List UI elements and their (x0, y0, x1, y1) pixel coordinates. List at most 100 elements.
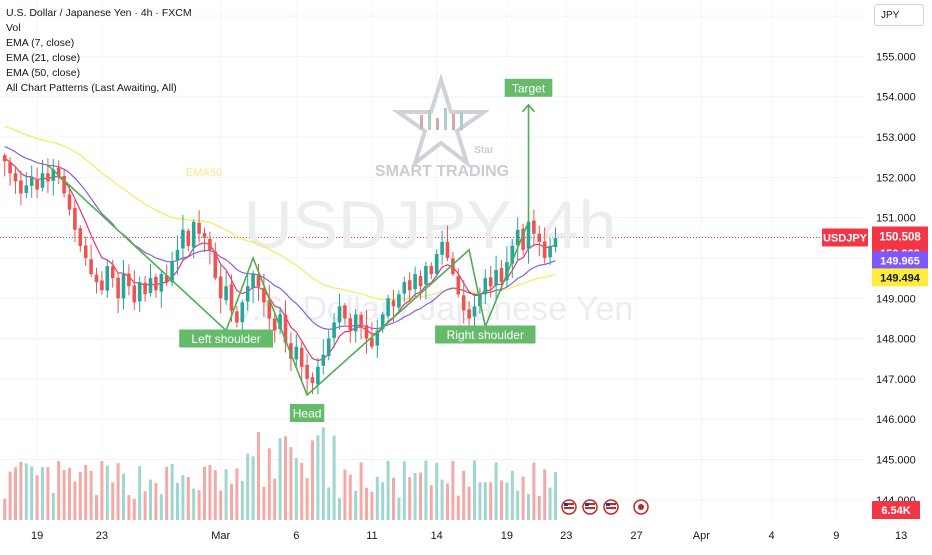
candle[interactable] (143, 276, 147, 302)
candle[interactable] (186, 228, 191, 252)
candle[interactable] (397, 290, 401, 313)
candle[interactable] (137, 276, 142, 312)
currency-selector[interactable]: JPY (874, 4, 924, 26)
candle[interactable] (483, 269, 488, 305)
candle[interactable] (370, 322, 374, 350)
candle[interactable] (213, 242, 218, 281)
candle[interactable] (235, 306, 239, 328)
us-flag-icon[interactable] (582, 499, 598, 515)
candle[interactable] (521, 223, 525, 256)
candle[interactable] (542, 227, 547, 264)
candle[interactable] (197, 210, 201, 243)
candle[interactable] (515, 217, 520, 261)
candle[interactable] (413, 266, 417, 298)
candle[interactable] (472, 293, 477, 328)
candle[interactable] (532, 209, 536, 246)
candle[interactable] (505, 246, 509, 288)
candle[interactable] (35, 167, 39, 199)
candle[interactable] (224, 271, 228, 305)
candle[interactable] (445, 225, 450, 262)
candle[interactable] (13, 166, 18, 195)
candle[interactable] (240, 299, 245, 336)
candle[interactable] (105, 260, 110, 298)
candle[interactable] (175, 235, 180, 275)
us-flag-icon[interactable] (603, 499, 619, 515)
pattern-label[interactable]: Head (289, 404, 325, 423)
ema21-price-tag[interactable]: 149.965 (872, 251, 928, 270)
candle[interactable] (110, 259, 115, 288)
candle[interactable] (537, 225, 542, 257)
candle[interactable] (2, 153, 7, 177)
candle[interactable] (51, 159, 56, 196)
candle[interactable] (488, 265, 493, 298)
candle[interactable] (94, 267, 99, 294)
candle[interactable] (359, 311, 363, 340)
candle[interactable] (380, 311, 385, 333)
candle[interactable] (332, 313, 336, 348)
candle[interactable] (62, 169, 66, 198)
candle[interactable] (29, 165, 34, 198)
candle[interactable] (218, 265, 223, 314)
candle[interactable] (461, 280, 466, 324)
candle[interactable] (386, 294, 390, 320)
candle[interactable] (181, 214, 185, 262)
pattern-label[interactable]: Left shoulder (179, 329, 273, 348)
legend-vol[interactable]: Vol (6, 22, 21, 34)
candle[interactable] (56, 160, 61, 185)
candle[interactable] (418, 270, 423, 300)
candle[interactable] (245, 274, 250, 311)
candle[interactable] (548, 237, 552, 265)
candle[interactable] (294, 334, 299, 368)
candle[interactable] (348, 313, 353, 343)
candle[interactable] (272, 313, 277, 343)
candle[interactable] (202, 227, 207, 253)
candle[interactable] (154, 273, 158, 298)
candle[interactable] (148, 263, 153, 297)
candle[interactable] (89, 244, 93, 277)
candle[interactable] (24, 171, 29, 199)
candle[interactable] (440, 230, 444, 265)
candle[interactable] (326, 330, 331, 361)
legend-ema7[interactable]: EMA (7, close) (6, 37, 75, 49)
candle[interactable] (553, 227, 558, 253)
candle[interactable] (375, 320, 380, 358)
jp-flag-icon[interactable] (633, 499, 649, 515)
candle[interactable] (391, 289, 396, 322)
candle[interactable] (456, 268, 461, 298)
candle[interactable] (337, 293, 342, 330)
candle[interactable] (19, 170, 23, 206)
candle[interactable] (46, 158, 50, 194)
candle[interactable] (278, 306, 282, 335)
candle[interactable] (407, 272, 412, 302)
candle[interactable] (40, 159, 45, 192)
ema50-price-tag[interactable]: 149.494 (872, 268, 928, 287)
candle[interactable] (429, 262, 434, 280)
legend-ema21[interactable]: EMA (21, close) (6, 52, 81, 64)
legend-ema50[interactable]: EMA (50, close) (6, 67, 81, 79)
candle[interactable] (434, 249, 439, 277)
volume-tag[interactable]: 6.54K (872, 501, 920, 519)
candle[interactable] (267, 284, 272, 332)
candle[interactable] (67, 186, 72, 216)
candle[interactable] (510, 239, 515, 279)
candle[interactable] (78, 225, 83, 252)
candle[interactable] (159, 270, 164, 308)
candle[interactable] (343, 302, 347, 325)
candle[interactable] (73, 197, 77, 243)
candle[interactable] (127, 264, 131, 296)
pattern-label[interactable]: Right shoulder (435, 325, 536, 344)
candle[interactable] (100, 271, 104, 295)
candle[interactable] (526, 218, 531, 264)
candle[interactable] (251, 270, 255, 304)
candle[interactable] (83, 236, 88, 266)
candle[interactable] (494, 255, 498, 300)
candle[interactable] (402, 276, 407, 303)
candle[interactable] (121, 259, 126, 310)
candle[interactable] (353, 309, 358, 343)
candle[interactable] (208, 231, 212, 265)
candle[interactable] (132, 270, 137, 310)
legend-title[interactable]: U.S. Dollar / Japanese Yen · 4h · FXCM (6, 7, 192, 19)
candle[interactable] (305, 353, 309, 394)
candle[interactable] (316, 357, 320, 395)
